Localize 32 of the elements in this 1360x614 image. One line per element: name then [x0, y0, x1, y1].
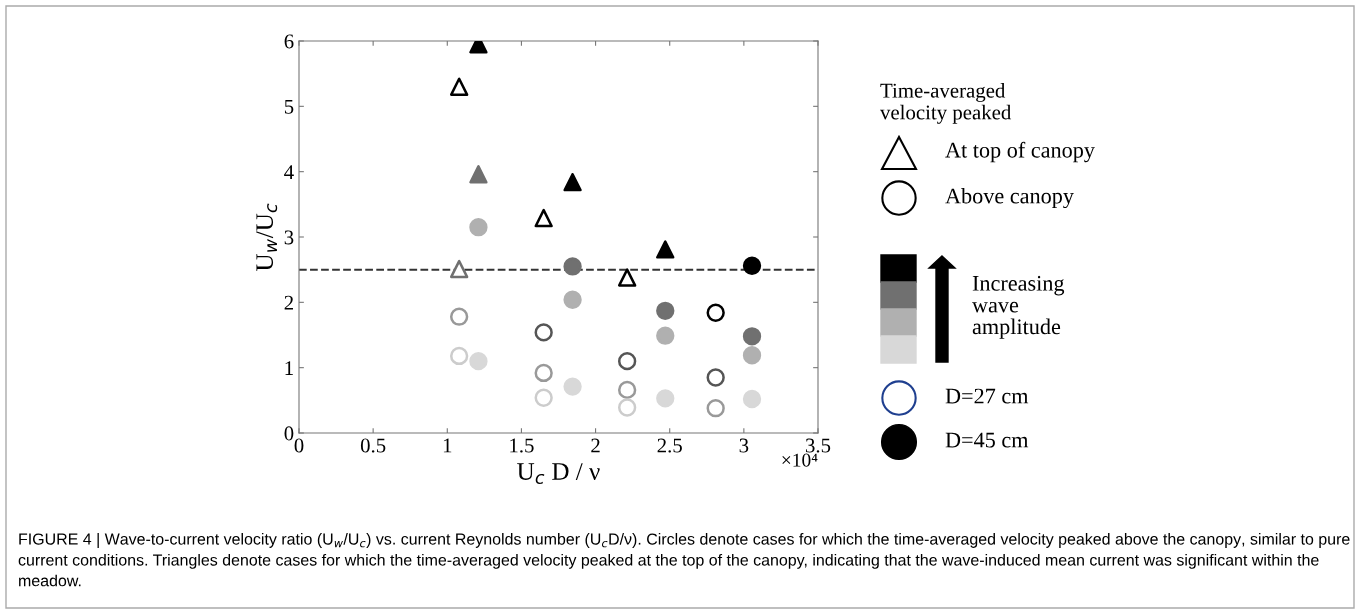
x-tick-label: 0.5: [360, 438, 386, 453]
y-tick-label: 1: [285, 361, 293, 375]
point: [449, 77, 469, 96]
y-tick-label: 4: [284, 165, 294, 179]
x-tick-label: 2.5: [657, 438, 682, 453]
x-tick-label: 3: [739, 438, 749, 453]
point: [469, 165, 488, 184]
y-tick-label: 3: [284, 230, 294, 245]
point: [617, 268, 637, 287]
text: ×10⁴: [782, 453, 818, 467]
x-tick-label: 1: [443, 438, 452, 453]
x-axis-title: U$_{c}$ D / ν: [517, 463, 600, 484]
text: FIGURE 4 | Wave-to-current velocity ratio (U$_{w}$/U$_{c}$) vs. current Reynolds number (U$_{c}$D/ν). Circles denote cases for which the time-averaged velocity peaked above the canopy, similar to pure current conditions. Triangles denote cases for which the time-averaged velocity peaked at the top of the canopy, indicating that the wave-induced mean current was significant within the meadow.: [18, 533, 1350, 587]
point: [449, 259, 469, 279]
y-tick-label: 6: [284, 34, 294, 49]
x-tick-label: 1.5: [510, 438, 534, 453]
y-axis-title: U$_{w}$/U$_{c}$: [256, 203, 278, 271]
y-tick-label: 5: [284, 99, 294, 114]
text: D=45 cm: [945, 432, 1029, 448]
text: At top of canopy: [945, 141, 1095, 163]
x-tick-label: 2: [591, 438, 600, 453]
text: D=27 cm: [945, 388, 1029, 404]
x-tick-label: 3.5: [805, 438, 831, 453]
y-tick-label: 0: [284, 426, 294, 441]
x-tick-label: 0: [294, 438, 304, 453]
text: Increasing wave amplitude: [972, 275, 1065, 339]
point: [656, 240, 675, 259]
point: [563, 172, 582, 192]
legend-title: Time-averaged velocity peaked: [880, 83, 1012, 124]
point: [534, 208, 553, 228]
y-tick-label: 2: [284, 295, 293, 310]
text: Above canopy: [945, 187, 1074, 209]
